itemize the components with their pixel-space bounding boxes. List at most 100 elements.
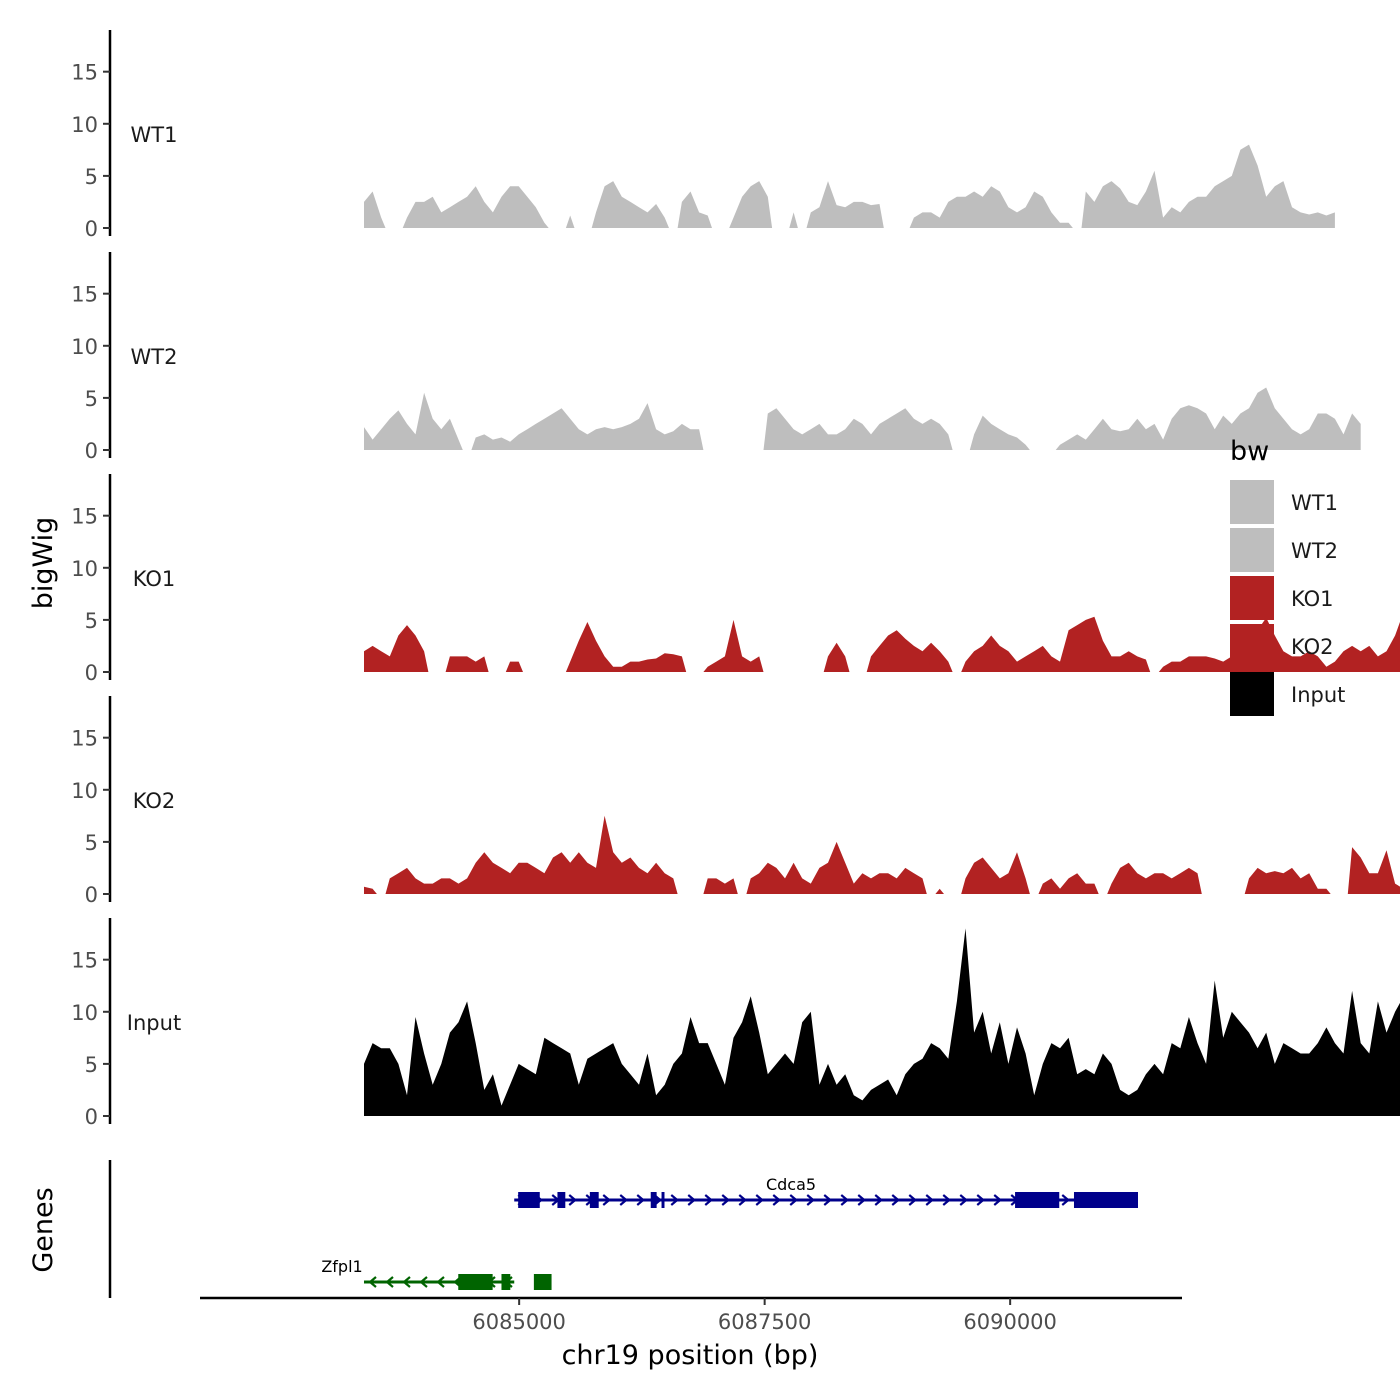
y-tick-label: 0 (85, 661, 98, 685)
coverage-area-ko2 (1347, 847, 1400, 894)
y-tick-label: 15 (71, 283, 98, 307)
coverage-tracks: 0 5 10 15 WT1 0 5 10 15 WT2 0 5 10 15 KO1 0 5 10 15 KO2 0 5 10… (71, 30, 1400, 1129)
track-input: 0 5 10 15 Input (71, 918, 1400, 1129)
strand-arrow (874, 1194, 883, 1206)
y-axis-title: bigWig (28, 517, 59, 610)
y-tick-label: 15 (71, 727, 98, 751)
strand-arrow (925, 1194, 934, 1206)
coverage-area-ko2 (703, 878, 738, 894)
track-label: KO2 (133, 789, 176, 813)
exon (589, 1192, 599, 1208)
gene-zfpl1: Zfpl1 (321, 1257, 552, 1290)
legend-key-ko1 (1230, 576, 1274, 620)
strand-arrow (1061, 1194, 1070, 1206)
strand-arrow (857, 1194, 866, 1206)
coverage-area-ko1 (445, 656, 489, 672)
coverage-area-wt2 (763, 408, 953, 450)
y-tick-label: 0 (85, 439, 98, 463)
strand-arrow (993, 1194, 1002, 1206)
strand-arrow (959, 1194, 968, 1206)
y-tick-label: 10 (71, 779, 98, 803)
exon (518, 1192, 540, 1208)
exon (661, 1192, 665, 1208)
coverage-area-wt1 (677, 191, 712, 228)
coverage-area-ko2 (935, 888, 944, 894)
track-label: KO1 (133, 567, 176, 591)
coverage-area-wt1 (806, 181, 884, 228)
y-tick-label: 15 (71, 949, 98, 973)
strand-arrow (636, 1194, 645, 1206)
coverage-area-ko1 (565, 622, 687, 672)
legend-label: WT2 (1291, 539, 1338, 563)
y-tick-label: 5 (85, 165, 98, 189)
coverage-area-ko2 (1244, 867, 1331, 894)
x-axis: 6085000 6087500 6090000 (200, 1296, 1182, 1334)
legend-key-ko2 (1230, 624, 1274, 668)
strand-arrow (721, 1194, 730, 1206)
legend-label: KO2 (1291, 635, 1334, 659)
y-tick-label: 15 (71, 505, 98, 529)
coverage-area-ko1 (703, 619, 764, 672)
coverage-area-wt2 (471, 403, 704, 450)
strand-arrow (436, 1276, 445, 1288)
coverage-area-input (364, 928, 1400, 1116)
gene-track: Cdca5 Zfpl1 (108, 1160, 1138, 1298)
y-tick-label: 0 (85, 883, 98, 907)
exon (458, 1274, 493, 1290)
coverage-area-ko1 (823, 642, 850, 672)
strand-arrow (419, 1276, 428, 1288)
strand-arrow (738, 1194, 747, 1206)
strand-arrow (942, 1194, 951, 1206)
coverage-area-ko2 (385, 815, 678, 894)
exon (650, 1192, 657, 1208)
coverage-area-wt1 (565, 215, 575, 228)
gene-label: Zfpl1 (321, 1257, 362, 1276)
legend-label: WT1 (1291, 491, 1338, 515)
legend-label: Input (1291, 683, 1345, 707)
legend-title: bw (1230, 436, 1269, 467)
coverage-area-wt2 (1055, 387, 1361, 450)
coverage-area-ko1 (961, 616, 1151, 672)
strand-arrow (806, 1194, 815, 1206)
strand-arrow (568, 1194, 577, 1206)
coverage-area-wt1 (909, 186, 1073, 228)
coverage-area-wt1 (364, 191, 386, 228)
legend-label: KO1 (1291, 587, 1334, 611)
track-label: WT2 (131, 345, 178, 369)
strand-arrow (755, 1194, 764, 1206)
coverage-area-wt2 (969, 415, 1030, 450)
strand-arrow (385, 1276, 394, 1288)
genes-axis-title: Genes (28, 1187, 59, 1272)
legend: bw WT1 WT2 KO1 KO2 Input (1230, 436, 1345, 716)
track-wt1: 0 5 10 15 WT1 (71, 30, 1335, 241)
exon (533, 1274, 552, 1290)
y-tick-label: 10 (71, 1001, 98, 1025)
coverage-area-wt1 (1081, 144, 1335, 228)
y-tick-label: 5 (85, 1053, 98, 1077)
gene-label: Cdca5 (766, 1175, 816, 1194)
coverage-area-ko1 (866, 630, 953, 672)
exon (1073, 1192, 1138, 1208)
strand-arrow (908, 1194, 917, 1206)
coverage-area-ko2 (1038, 873, 1099, 894)
coverage-area-ko1 (364, 625, 429, 672)
strand-arrow (704, 1194, 713, 1206)
legend-key-input (1230, 672, 1274, 716)
strand-arrow (602, 1194, 611, 1206)
strand-arrow (670, 1194, 679, 1206)
coverage-area-ko2 (961, 852, 1030, 894)
strand-arrow (402, 1276, 411, 1288)
coverage-area-wt1 (789, 212, 798, 228)
exon (1015, 1192, 1060, 1208)
strand-arrow (891, 1194, 900, 1206)
track-label: WT1 (131, 123, 178, 147)
gene-cdca5: Cdca5 (514, 1175, 1138, 1208)
coverage-area-ko2 (1107, 862, 1202, 894)
coverage-area-ko2 (364, 886, 377, 894)
y-tick-label: 5 (85, 831, 98, 855)
x-tick-label: 6085000 (472, 1310, 566, 1334)
coverage-area-wt1 (729, 181, 773, 228)
strand-arrow (368, 1276, 377, 1288)
strand-arrow (772, 1194, 781, 1206)
legend-key-wt1 (1230, 480, 1274, 524)
